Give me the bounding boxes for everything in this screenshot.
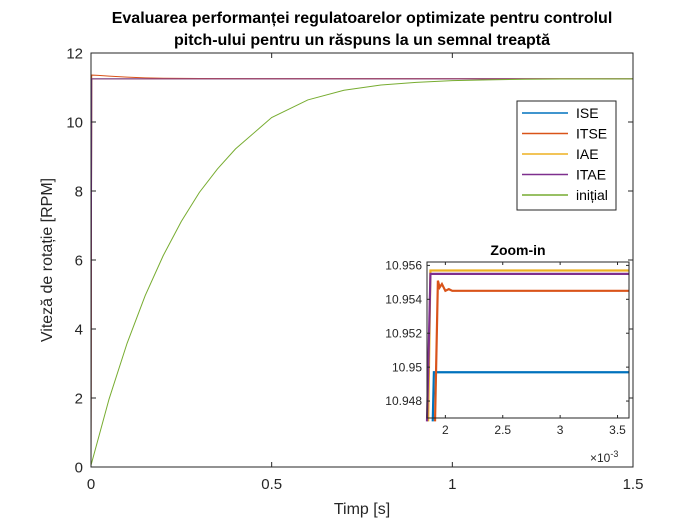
inset-title: Zoom-in: [490, 242, 545, 258]
main-y-ticks: 0 2 4 6 8 10 12: [66, 45, 633, 476]
inset-x-exponent: ×10-3: [590, 449, 618, 465]
inset-y-tick-label: 10.948: [385, 394, 422, 408]
main-x-tick-label: 1: [448, 476, 456, 493]
inset-x-tick-label: 2.5: [494, 423, 511, 437]
inset-axes-box: [426, 261, 630, 419]
main-y-tick-label: 12: [66, 45, 83, 62]
main-y-tick-label: 0: [75, 459, 83, 476]
main-y-tick-label: 10: [66, 114, 83, 131]
inset-y-tick-label: 10.956: [385, 259, 422, 273]
inset-series-line-4: [425, 272, 629, 422]
legend-box: [516, 100, 617, 211]
inset-series-line-2: [433, 280, 629, 422]
main-y-tick-label: 4: [75, 321, 83, 338]
legend-label-4: ITAE: [576, 167, 606, 183]
inset-x-ticks: 2 2.5 3 3.5: [442, 262, 626, 437]
legend-label-1: ISE: [576, 105, 599, 121]
legend-label-3: IAE: [576, 146, 599, 162]
inset-series-group: [425, 269, 629, 422]
inset-x-tick-label: 3: [557, 423, 564, 437]
inset-axes: Zoom-in 2 2.5 3 3.5 10.948 10.95 10.952 10.954…: [385, 242, 630, 465]
main-x-tick-label: 0: [87, 476, 95, 493]
inset-series-line-1: [431, 371, 629, 422]
legend: ISE ITSE IAE ITAE inițial: [516, 100, 617, 211]
inset-y-tick-label: 10.952: [385, 326, 422, 340]
chart-title-line-1: Evaluarea performanței regulatoarelor op…: [112, 10, 613, 27]
chart-title-line-2: pitch-ului pentru un răspuns la un semna…: [174, 32, 550, 49]
y-axis-label: Viteză de rotație [RPM]: [39, 178, 56, 342]
inset-x-exponent-power: -3: [610, 449, 618, 459]
main-y-tick-label: 6: [75, 252, 83, 269]
main-x-tick-label: 0.5: [261, 476, 282, 493]
inset-plot-area: [427, 262, 629, 418]
inset-y-tick-label: 10.954: [385, 293, 422, 307]
main-x-tick-label: 1.5: [623, 476, 644, 493]
main-series-line-5: [90, 78, 634, 466]
inset-x-tick-label: 3.5: [609, 423, 626, 437]
inset-y-tick-label: 10.95: [392, 360, 422, 374]
main-x-ticks: 0 0.5 1 1.5: [87, 53, 644, 493]
legend-label-2: ITSE: [576, 126, 607, 142]
inset-x-exponent-base: ×10: [590, 451, 611, 465]
x-axis-label: Timp [s]: [334, 501, 390, 518]
inset-x-tick-label: 2: [442, 423, 449, 437]
main-y-tick-label: 2: [75, 390, 83, 407]
legend-label-5: inițial: [576, 187, 608, 203]
main-y-tick-label: 8: [75, 183, 83, 200]
inset-y-ticks: 10.948 10.95 10.952 10.954 10.956: [385, 259, 629, 408]
